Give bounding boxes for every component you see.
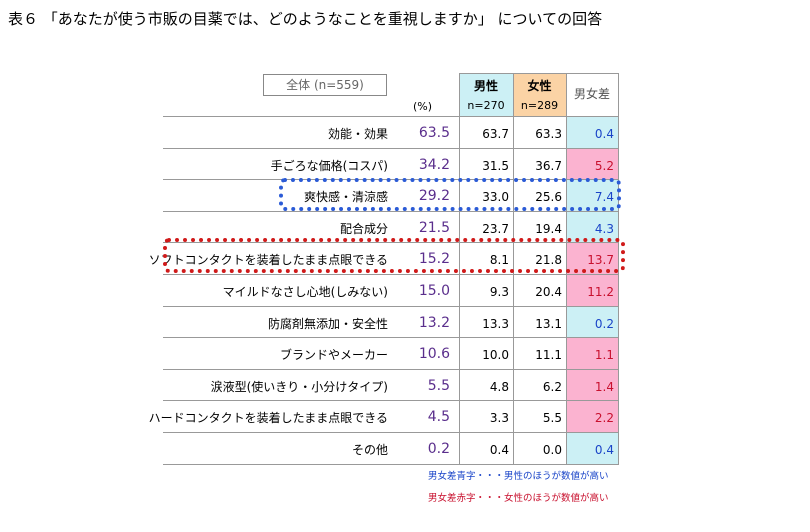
header-top-border	[459, 73, 619, 74]
header-diff: 男女差	[566, 73, 618, 116]
row-divider	[163, 147, 618, 149]
row-divider	[163, 368, 618, 370]
header-female-n: n=289	[520, 99, 559, 112]
highlight-blue-box	[279, 178, 621, 211]
data-table: 効能・効果 63.5 63.7 63.3 0.4 手ごろな価格(コスパ) 34.2 31.5 3…	[149, 73, 619, 465]
table-row: ハードコンタクトを装着したまま点眼できる 4.5 3.3 5.5 2.2	[149, 400, 618, 432]
row-label: ブランドやメーカー	[279, 348, 388, 363]
row-divider	[163, 210, 618, 212]
row-diff: 5.2	[566, 147, 618, 180]
row-total: 15.2	[418, 251, 450, 268]
row-male: 63.7	[482, 127, 509, 141]
row-divider	[163, 432, 618, 433]
row-divider	[163, 242, 618, 244]
header-male-label: 男性	[473, 79, 498, 93]
row-diff: 1.1	[566, 337, 618, 369]
row-total: 34.2	[418, 156, 450, 173]
row-label: ハードコンタクトを装着したまま点眼できる	[148, 411, 388, 426]
row-male: 3.3	[489, 411, 509, 426]
row-divider	[163, 337, 618, 339]
row-total: 63.5	[418, 125, 450, 141]
row-label: マイルドなさし心地(しみない)	[222, 284, 388, 299]
row-label: 防腐剤無添加・安全性	[267, 316, 388, 331]
row-male: 13.3	[482, 316, 509, 331]
row-diff: 7.4	[566, 179, 618, 211]
row-label: 爽快感・清涼感	[303, 190, 388, 205]
row-label: 手ごろな価格(コスパ)	[270, 158, 388, 173]
row-diff: 0.4	[566, 431, 618, 464]
table-row: 防腐剤無添加・安全性 13.2 13.3 13.1 0.2	[163, 305, 618, 338]
column-divider	[513, 73, 514, 465]
header-male: 男性 n=270	[459, 73, 513, 116]
row-female: 20.4	[535, 284, 562, 299]
row-diff: 0.2	[566, 305, 618, 338]
row-total: 10.6	[418, 346, 450, 363]
highlight-red-box	[163, 238, 625, 273]
table-row: マイルドなさし心地(しみない) 15.0 9.3 20.4 11.2	[163, 273, 618, 306]
row-total: 4.5	[427, 409, 450, 426]
row-male: 0.4	[489, 442, 509, 457]
table-row: 爽快感・清涼感 29.2 33.0 25.6 7.4	[163, 179, 618, 211]
row-male: 4.8	[489, 379, 509, 394]
row-female: 6.2	[542, 379, 562, 394]
table-title: 表６ 「あなたが使う市販の目薬では、どのようなことを重視しますか」 についての回…	[8, 10, 603, 28]
row-divider	[163, 305, 618, 307]
row-label: 涙液型(使いきり・小分けタイプ)	[210, 379, 388, 394]
table-row: 効能・効果 63.5 63.7 63.3 0.4	[163, 116, 618, 148]
row-divider	[163, 116, 618, 117]
table-row: 配合成分 21.5 23.7 19.4 4.3	[163, 210, 618, 243]
row-label: その他	[351, 442, 388, 457]
row-female: 21.8	[535, 253, 562, 268]
note-red: 男女差赤字・・・女性のほうが数値が高い	[428, 493, 609, 504]
table-row: ソフトコンタクトを装着したまま点眼できる 15.2 8.1 21.8 13.7	[149, 242, 618, 274]
note-blue: 男女差青字・・・男性のほうが数値が高い	[428, 471, 609, 482]
row-male: 33.0	[482, 190, 509, 205]
table-row: その他 0.2 0.4 0.0 0.4	[163, 431, 618, 464]
row-diff: 11.2	[566, 273, 618, 306]
row-diff: 2.2	[566, 400, 618, 432]
total-sample-badge: 全体 (n=559)	[263, 74, 387, 96]
row-male: 10.0	[482, 348, 509, 363]
table-row: 涙液型(使いきり・小分けタイプ) 5.5 4.8 6.2 1.4	[163, 368, 618, 401]
column-divider	[618, 73, 619, 465]
row-female: 11.1	[535, 348, 562, 363]
header-female-label: 女性	[527, 79, 552, 93]
row-female: 63.3	[535, 127, 562, 141]
row-label: 配合成分	[339, 221, 388, 236]
row-divider	[163, 274, 618, 275]
row-total: 15.0	[418, 282, 450, 299]
row-female: 19.4	[535, 221, 562, 236]
row-diff: 1.4	[566, 368, 618, 401]
percent-unit-label: (%)	[413, 100, 433, 113]
row-male: 31.5	[482, 158, 509, 173]
row-total: 13.2	[418, 314, 450, 331]
row-diff: 13.7	[566, 242, 618, 274]
row-diff: 4.3	[566, 210, 618, 243]
row-female: 36.7	[535, 158, 562, 173]
header-male-n: n=270	[467, 99, 505, 112]
row-diff: 0.4	[566, 116, 618, 148]
row-total: 29.2	[418, 188, 450, 205]
row-female: 13.1	[535, 316, 562, 331]
row-label: 効能・効果	[327, 127, 388, 141]
column-divider	[459, 73, 460, 465]
row-male: 23.7	[482, 221, 509, 236]
row-female: 5.5	[542, 411, 562, 426]
row-total: 5.5	[427, 377, 450, 394]
row-male: 8.1	[489, 253, 509, 268]
row-divider	[163, 463, 618, 465]
row-male: 9.3	[489, 284, 509, 299]
row-divider	[163, 400, 618, 402]
table-row: 手ごろな価格(コスパ) 34.2 31.5 36.7 5.2	[163, 147, 618, 180]
column-divider	[566, 73, 567, 465]
row-label: ソフトコンタクトを装着したまま点眼できる	[148, 253, 388, 268]
row-total: 21.5	[418, 219, 450, 236]
row-female: 0.0	[542, 442, 562, 457]
header-female: 女性 n=289	[513, 73, 566, 116]
row-total: 0.2	[427, 440, 450, 457]
table-row: ブランドやメーカー 10.6 10.0 11.1 1.1	[163, 337, 618, 369]
row-female: 25.6	[535, 190, 562, 205]
